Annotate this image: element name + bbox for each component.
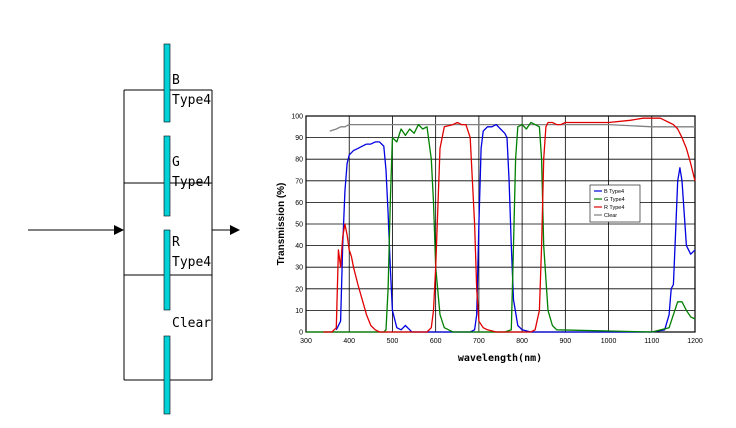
filter-type-r: Type4 xyxy=(172,255,211,270)
filter-type-g: Type4 xyxy=(172,175,211,190)
y-tick-label: 100 xyxy=(291,114,303,121)
y-tick-labels: 0 10 20 30 40 50 60 70 80 90 100 xyxy=(291,114,303,337)
y-tick-label: 40 xyxy=(295,243,303,250)
y-axis-title: Transmission (%) xyxy=(276,183,287,266)
filter-diagram: B Type4 G Type4 R Type4 Clear xyxy=(28,43,240,415)
x-tick-label: 1100 xyxy=(644,338,659,345)
y-tick-label: 70 xyxy=(295,178,303,185)
series-layer xyxy=(306,117,696,333)
filter-label-g: G xyxy=(172,155,180,170)
y-tick-label: 20 xyxy=(295,286,303,293)
y-tick-label: 10 xyxy=(295,308,303,315)
legend-label: B Type4 xyxy=(604,189,624,195)
y-tick-label: 50 xyxy=(295,222,303,229)
y-tick-label: 90 xyxy=(295,135,303,142)
x-tick-label: 900 xyxy=(559,338,571,345)
x-tick-labels: 300 400 500 600 700 800 900 1000 1100 1200 xyxy=(300,338,703,345)
legend-label: Clear xyxy=(604,213,617,219)
x-tick-label: 700 xyxy=(473,338,485,345)
x-tick-label: 1200 xyxy=(687,338,703,345)
series-line-g-type4 xyxy=(306,121,696,333)
legend-label: R Type4 xyxy=(604,205,624,211)
filter-bar-clear xyxy=(163,335,171,415)
x-tick-label: 500 xyxy=(387,338,399,345)
x-tick-label: 300 xyxy=(300,338,312,345)
series-line-b-type4 xyxy=(335,123,696,333)
y-tick-label: 80 xyxy=(295,157,303,164)
filter-bar-b xyxy=(163,43,171,123)
filter-label-r: R xyxy=(172,235,180,250)
y-tick-label: 30 xyxy=(295,265,303,272)
x-tick-label: 800 xyxy=(516,338,528,345)
x-tick-label: 1000 xyxy=(601,338,617,345)
y-tick-label: 0 xyxy=(299,330,303,337)
transmission-chart: 300 400 500 600 700 800 900 1000 1100 1200 0 10 20 3… xyxy=(276,114,703,365)
y-tick-label: 60 xyxy=(295,200,303,207)
x-tick-label: 400 xyxy=(343,338,355,345)
output-arrow-head xyxy=(230,225,240,235)
x-tick-label: 600 xyxy=(430,338,442,345)
series-line-clear xyxy=(329,123,695,132)
series-line-r-type4 xyxy=(323,117,696,333)
filter-label-clear: Clear xyxy=(172,316,211,331)
legend: B Type4 G Type4 R Type4 Clear xyxy=(589,184,641,223)
filter-type-b: Type4 xyxy=(172,93,211,108)
filter-bar-g xyxy=(163,135,171,217)
x-axis-title: wavelength(nm) xyxy=(458,353,542,364)
input-arrow-head xyxy=(114,225,124,235)
legend-label: G Type4 xyxy=(604,197,625,203)
filter-bar-r xyxy=(163,229,171,311)
filter-label-b: B xyxy=(172,73,180,88)
